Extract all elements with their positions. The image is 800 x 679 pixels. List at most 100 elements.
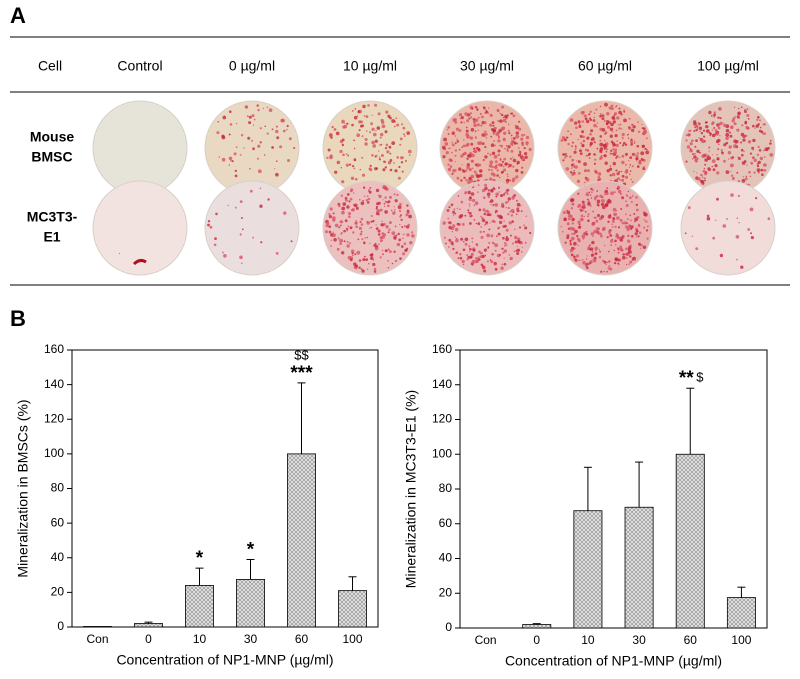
stain-spot xyxy=(385,225,389,229)
stain-spot xyxy=(345,199,348,202)
stain-spot xyxy=(577,160,581,164)
stain-spot xyxy=(706,216,711,221)
stain-spot xyxy=(385,143,389,147)
stain-spot xyxy=(603,144,608,148)
stain-spot xyxy=(239,233,242,236)
stain-spot xyxy=(750,232,752,235)
stain-spot xyxy=(582,139,586,143)
stain-spot xyxy=(730,193,734,197)
stain-spot xyxy=(708,132,712,135)
stain-spot xyxy=(578,172,581,175)
stain-spot xyxy=(704,158,708,162)
stain-spot xyxy=(583,114,587,118)
stain-spot xyxy=(712,236,716,240)
stain-spot xyxy=(239,200,243,204)
stain-spot xyxy=(698,137,700,139)
stain-spot xyxy=(581,259,584,261)
stain-spot xyxy=(465,129,469,133)
stain-spot xyxy=(382,199,384,201)
stain-spot xyxy=(463,151,467,156)
stain-spot xyxy=(624,170,629,174)
stain-spot xyxy=(450,203,454,207)
stain-spot xyxy=(494,144,497,147)
stain-spot xyxy=(594,216,597,219)
stain-spot xyxy=(358,226,362,230)
stain-spot xyxy=(348,200,351,203)
stain-spot xyxy=(611,172,616,177)
stain-spot xyxy=(357,238,360,241)
stain-spot xyxy=(340,219,343,222)
stain-spot xyxy=(497,227,500,230)
stain-spot xyxy=(512,158,517,163)
stain-spot xyxy=(569,118,574,122)
stain-spot xyxy=(716,197,719,201)
stain-spot xyxy=(570,236,575,241)
stain-spot xyxy=(596,122,599,124)
stain-spot xyxy=(499,220,503,224)
stain-spot xyxy=(231,160,234,163)
stain-spot xyxy=(376,126,381,130)
stain-spot xyxy=(391,119,395,123)
stain-spot xyxy=(631,165,634,168)
stain-spot xyxy=(372,262,376,267)
stain-spot xyxy=(630,178,632,181)
stain-spot xyxy=(477,129,479,131)
stain-spot xyxy=(358,259,362,262)
stain-spot xyxy=(342,202,347,206)
stain-spot xyxy=(567,142,570,146)
stain-spot xyxy=(626,263,628,266)
x-tick-label: 100 xyxy=(342,632,362,646)
stain-spot xyxy=(248,115,252,119)
stain-spot xyxy=(562,211,566,214)
stain-spot xyxy=(619,247,623,251)
stain-spot xyxy=(443,137,447,142)
stain-spot xyxy=(387,231,390,234)
stain-spot xyxy=(625,200,627,203)
stain-spot xyxy=(562,159,565,162)
stain-spot xyxy=(248,121,252,125)
stain-spot xyxy=(466,157,469,160)
stain-spot xyxy=(340,167,342,169)
stain-spot xyxy=(729,134,733,138)
stain-spot xyxy=(477,191,479,193)
stain-spot xyxy=(469,222,472,225)
stain-spot xyxy=(563,153,566,156)
stain-spot xyxy=(642,167,646,171)
stain-spot xyxy=(503,157,507,161)
stain-spot xyxy=(757,123,760,126)
stain-spot xyxy=(268,108,273,112)
well xyxy=(680,180,776,276)
stain-spot xyxy=(510,139,515,144)
stain-spot xyxy=(378,194,382,199)
stain-spot xyxy=(228,156,233,161)
stain-spot xyxy=(608,199,612,204)
stain-spot xyxy=(455,238,459,243)
stain-spot xyxy=(499,144,501,147)
stain-spot xyxy=(118,252,121,255)
stain-spot xyxy=(361,269,365,273)
stain-spot xyxy=(374,246,379,251)
stain-spot xyxy=(463,240,465,243)
stain-spot xyxy=(399,137,403,141)
stain-spot xyxy=(262,107,265,110)
stain-spot xyxy=(616,172,620,176)
bar xyxy=(338,590,367,628)
stain-spot xyxy=(469,112,472,115)
stain-spot xyxy=(612,207,617,212)
stain-spot xyxy=(357,115,359,117)
stain-spot xyxy=(495,132,500,137)
stain-spot xyxy=(475,243,479,247)
stain-spot xyxy=(616,155,619,158)
stain-spot xyxy=(704,179,706,182)
stain-spot xyxy=(501,247,504,250)
stain-spot xyxy=(692,158,694,160)
stain-spot xyxy=(497,149,501,153)
stain-spot xyxy=(619,142,622,144)
stain-spot xyxy=(251,139,253,142)
stain-spot xyxy=(589,244,591,247)
stain-spot xyxy=(579,149,582,153)
stain-spot xyxy=(712,154,714,156)
stain-spot xyxy=(341,221,344,224)
stain-spot xyxy=(275,125,278,128)
stain-spot xyxy=(341,210,345,215)
